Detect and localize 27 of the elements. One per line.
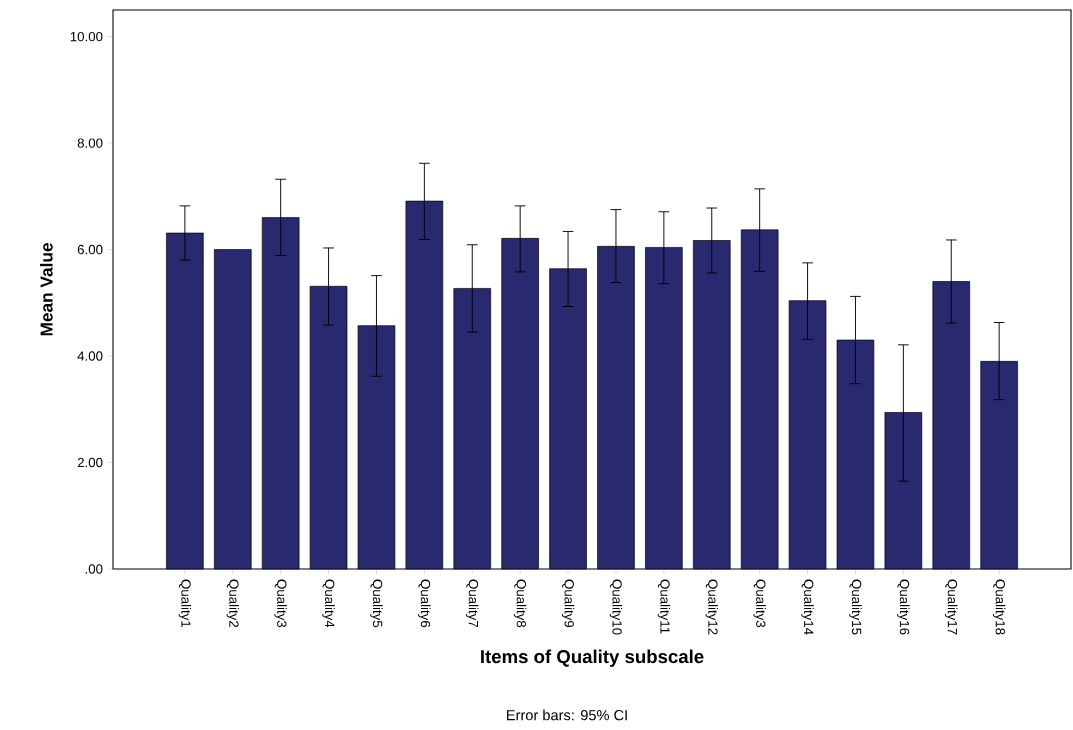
- y-tick-label: 8.00: [77, 138, 103, 148]
- x-tick-label: Quality2: [226, 579, 239, 628]
- x-tick-label: Quality17: [945, 579, 958, 635]
- x-tick-label: Quality9: [561, 579, 575, 628]
- y-axis-title: Mean Value: [39, 243, 53, 336]
- x-tick-label: Quality14: [801, 579, 814, 635]
- x-tick-label: Quality8: [513, 579, 527, 628]
- x-tick-label: Quality6: [418, 579, 431, 628]
- x-tick-label: Quality3: [753, 579, 766, 628]
- y-tick-label: 6.00: [77, 244, 103, 255]
- x-tick-label: Quality5: [370, 579, 383, 628]
- x-tick-label: Quality10: [609, 579, 623, 635]
- y-tick-label: 2.00: [77, 457, 103, 468]
- x-tick-label: Quality15: [849, 579, 862, 635]
- x-tick-label: Quality18: [992, 579, 1006, 635]
- x-tick-label: Quality1: [178, 579, 192, 628]
- y-tick-label: .00: [85, 564, 103, 574]
- y-tick-label: 10.00: [70, 31, 103, 42]
- x-tick-label: Quality4: [322, 579, 335, 628]
- x-tick-label: Quality3: [274, 579, 287, 628]
- x-tick-label: Quality11: [657, 579, 671, 634]
- text: Error bars: 95% CI: [507, 709, 627, 721]
- x-tick-label: Quality12: [705, 579, 718, 635]
- x-axis-title: Items of Quality subscale: [481, 649, 704, 667]
- y-tick-label: 4.00: [77, 351, 103, 361]
- x-tick-label: Quality7: [466, 579, 479, 628]
- x-tick-label: Quality16: [897, 579, 910, 635]
